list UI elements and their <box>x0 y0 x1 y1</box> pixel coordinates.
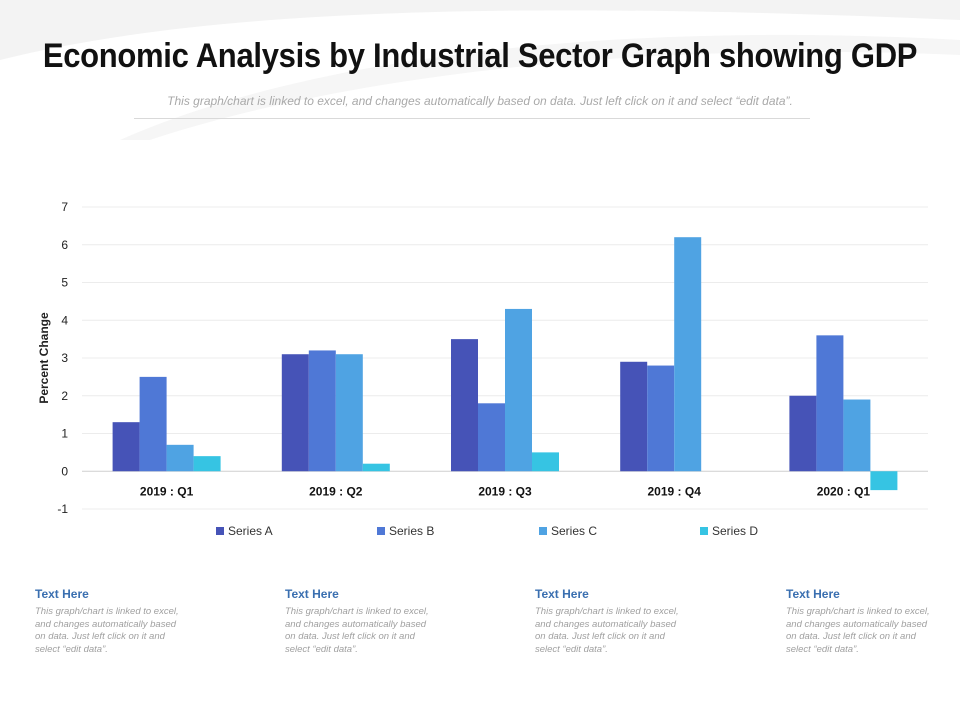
y-axis-label: Percent Change <box>37 312 51 404</box>
legend-swatch <box>539 527 547 535</box>
legend-swatch <box>700 527 708 535</box>
text-card: Text Here This graph/chart is linked to … <box>35 587 185 656</box>
legend-item-series-b: Series B <box>377 524 434 538</box>
x-tick-labels: 2019 : Q1 2019 : Q2 2019 : Q3 2019 : Q4 2020… <box>140 484 870 498</box>
bar-series-d-3 <box>532 452 559 472</box>
card-text: This graph/chart is linked to excel, and… <box>535 606 679 655</box>
legend-label: Series C <box>551 524 598 538</box>
bar-series-b-4 <box>647 365 675 472</box>
card-title: Text Here <box>285 587 339 601</box>
legend-swatch <box>216 527 224 535</box>
bar-series-a-2 <box>281 354 309 472</box>
title-divider <box>134 118 810 119</box>
card-title: Text Here <box>535 587 589 601</box>
legend-item-series-a: Series A <box>216 524 273 538</box>
card-text: This graph/chart is linked to excel, and… <box>35 606 179 655</box>
y-tick-label: 2 <box>61 389 68 403</box>
page-title: Economic Analysis by Industrial Sector G… <box>42 35 918 76</box>
x-tick-label: 2019 : Q2 <box>309 484 363 498</box>
bar-series-d-2 <box>362 463 390 472</box>
y-tick-label: 1 <box>61 427 68 441</box>
legend-label: Series D <box>712 524 759 538</box>
bar-series-b-1 <box>139 376 167 472</box>
legend-swatch <box>377 527 385 535</box>
card-title: Text Here <box>786 587 840 601</box>
y-tick-label: 0 <box>61 464 68 478</box>
bar-series-b-2 <box>308 350 336 472</box>
y-tick-label: 7 <box>61 200 68 214</box>
chart-legend: Series A Series B Series C Series D <box>0 524 960 540</box>
x-tick-label: 2019 : Q4 <box>648 484 702 498</box>
legend-item-series-c: Series C <box>539 524 597 538</box>
legend-item-series-d: Series D <box>700 524 758 538</box>
text-card: Text Here This graph/chart is linked to … <box>535 587 685 656</box>
bar-series-a-1 <box>112 422 140 472</box>
bar-series-c-1 <box>166 444 194 472</box>
bar-series-a-4 <box>620 361 648 472</box>
legend-label: Series A <box>228 524 273 538</box>
card-title: Text Here <box>35 587 89 601</box>
bar-series-d-1 <box>193 456 221 472</box>
text-card: Text Here This graph/chart is linked to … <box>285 587 435 656</box>
x-tick-label: 2019 : Q3 <box>478 484 532 498</box>
y-tick-label: 5 <box>61 276 68 290</box>
background-swoosh <box>0 0 960 140</box>
bar-series-c-5 <box>843 399 871 472</box>
bar-series-b-3 <box>478 403 505 472</box>
y-tick-label: 4 <box>61 313 68 327</box>
y-tick-label: -1 <box>57 502 68 516</box>
x-tick-label: 2019 : Q1 <box>140 484 194 498</box>
x-tick-label: 2020 : Q1 <box>817 484 871 498</box>
card-text: This graph/chart is linked to excel, and… <box>285 606 429 655</box>
bar-series-b-5 <box>816 335 844 472</box>
y-tick-label: 6 <box>61 238 68 252</box>
bar-series-c-3 <box>505 308 532 472</box>
bars <box>112 237 898 491</box>
y-tick-label: 3 <box>61 351 68 365</box>
bar-series-c-2 <box>335 354 363 472</box>
bar-series-a-3 <box>451 339 478 472</box>
text-card: Text Here This graph/chart is linked to … <box>786 587 936 656</box>
bar-series-c-4 <box>674 237 702 472</box>
bar-series-a-5 <box>789 395 817 472</box>
legend-label: Series B <box>389 524 435 538</box>
page-subtitle: This graph/chart is linked to excel, and… <box>167 94 793 108</box>
y-tick-labels: -1 0 1 2 3 4 5 6 7 <box>57 200 68 516</box>
card-text: This graph/chart is linked to excel, and… <box>786 606 930 655</box>
bar-series-d-5 <box>870 471 898 491</box>
grid-lines <box>82 206 928 510</box>
